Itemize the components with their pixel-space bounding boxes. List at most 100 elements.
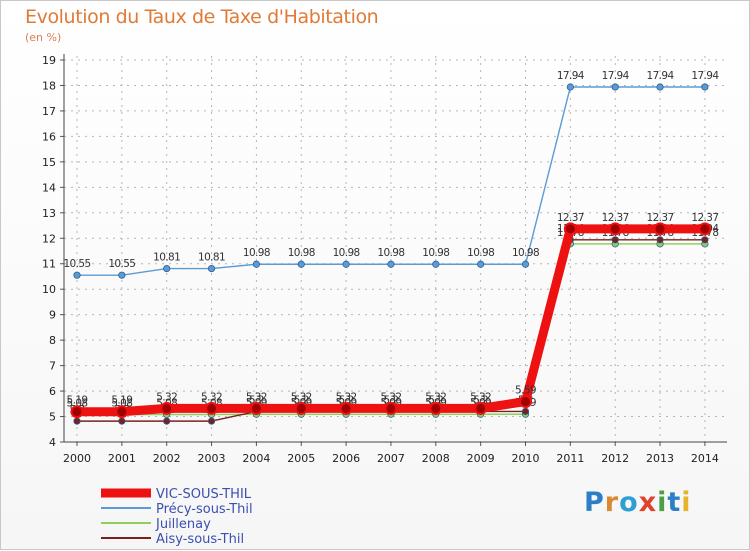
- data-point: [163, 417, 171, 425]
- data-point: [207, 417, 216, 425]
- y-tick-label: 18: [42, 79, 56, 92]
- data-point: [474, 401, 488, 415]
- data-label: 5.32: [156, 391, 177, 403]
- x-tick-label: 2007: [377, 452, 405, 465]
- data-label: 12.37: [691, 212, 718, 224]
- data-point: [160, 401, 174, 415]
- data-label: 10.81: [198, 252, 225, 264]
- data-point: [608, 222, 622, 236]
- logo-letter: i: [657, 487, 668, 518]
- logo-letter: i: [681, 487, 692, 518]
- y-tick-label: 17: [42, 105, 56, 118]
- x-tick-label: 2014: [691, 452, 719, 465]
- y-tick-label: 10: [42, 283, 56, 296]
- data-point: [163, 264, 171, 273]
- data-point: [207, 264, 216, 273]
- data-label: 5.59: [515, 385, 536, 397]
- data-label: 10.98: [288, 247, 315, 259]
- data-point: [611, 83, 619, 91]
- data-label: 17.94: [602, 70, 630, 82]
- legend-label: Juillenay: [155, 517, 211, 532]
- x-tick-label: 2009: [467, 452, 495, 465]
- y-tick-label: 12: [42, 232, 56, 245]
- y-tick-label: 15: [42, 156, 56, 169]
- x-tick-label: 2006: [332, 452, 360, 465]
- data-point: [519, 395, 532, 409]
- data-point: [294, 401, 308, 415]
- x-tick-label: 2003: [198, 452, 226, 465]
- y-tick-label: 6: [49, 385, 56, 398]
- data-label: 10.98: [467, 247, 494, 259]
- data-label: 12.37: [602, 212, 629, 224]
- data-point: [521, 407, 530, 416]
- x-tick-label: 2012: [601, 452, 629, 465]
- data-label: 5.32: [425, 391, 446, 403]
- data-point: [115, 405, 129, 419]
- y-tick-label: 5: [49, 411, 56, 424]
- logo-letter: r: [604, 487, 620, 518]
- data-label: 5.32: [470, 391, 491, 403]
- logo-letter: x: [638, 487, 658, 518]
- data-point: [118, 271, 126, 279]
- y-tick-label: 19: [42, 54, 56, 67]
- data-label: 10.98: [422, 247, 449, 259]
- y-tick-label: 4: [49, 436, 56, 449]
- data-label: 5.08: [67, 397, 88, 409]
- data-point: [249, 401, 263, 415]
- data-label: 17.94: [647, 70, 675, 82]
- x-tick-label: 2011: [556, 452, 584, 465]
- data-point: [656, 83, 664, 91]
- y-tick-label: 13: [42, 207, 56, 220]
- chart-title: Evolution du Taux de Taxe d'Habitation: [25, 6, 379, 28]
- logo-letter: o: [619, 487, 639, 518]
- data-point: [566, 83, 574, 91]
- data-point: [477, 260, 485, 268]
- data-point: [70, 405, 84, 419]
- data-label: 17.94: [691, 70, 719, 82]
- y-tick-label: 8: [49, 334, 56, 347]
- x-tick-label: 2001: [108, 452, 136, 465]
- data-label: 5.19: [67, 395, 88, 407]
- logo-letter: t: [667, 487, 682, 518]
- data-point: [387, 260, 395, 268]
- data-label: 5.32: [336, 391, 357, 403]
- data-label: 5.19: [111, 395, 132, 407]
- data-label: 10.81: [153, 252, 180, 264]
- x-tick-label: 2010: [512, 452, 540, 465]
- data-point: [384, 401, 398, 415]
- y-tick-label: 7: [49, 360, 56, 373]
- data-point: [342, 260, 350, 268]
- legend-label: Aisy-sous-Thil: [156, 532, 244, 547]
- legend-label: Précy-sous-Thil: [156, 502, 253, 517]
- proxiti-logo: Proxiti: [584, 487, 692, 518]
- data-point: [656, 236, 664, 244]
- x-tick-label: 2013: [646, 452, 674, 465]
- data-point: [252, 260, 260, 268]
- y-tick-label: 14: [42, 181, 56, 194]
- data-label: 5.32: [380, 391, 401, 403]
- data-label: 5.08: [111, 397, 132, 409]
- data-label: 17.94: [557, 70, 585, 82]
- x-tick-label: 2004: [242, 452, 270, 465]
- data-label: 10.98: [243, 247, 270, 259]
- data-point: [118, 417, 126, 425]
- y-tick-label: 9: [49, 309, 56, 322]
- data-label: 10.98: [333, 247, 360, 259]
- data-label: 5.32: [246, 391, 267, 403]
- x-tick-label: 2000: [63, 452, 91, 465]
- data-point: [653, 222, 667, 236]
- chart-subtitle: (en %): [25, 31, 62, 44]
- data-label: 5.32: [291, 391, 312, 403]
- data-label: 10.55: [63, 258, 90, 270]
- data-point: [429, 401, 443, 415]
- data-label: 10.98: [377, 247, 404, 259]
- data-point: [563, 222, 577, 236]
- data-point: [701, 83, 709, 91]
- data-point: [339, 401, 353, 415]
- data-point: [297, 260, 305, 268]
- data-label: 10.98: [512, 247, 539, 259]
- data-label: 10.55: [108, 258, 135, 270]
- data-point: [701, 236, 709, 244]
- y-tick-label: 16: [42, 130, 56, 143]
